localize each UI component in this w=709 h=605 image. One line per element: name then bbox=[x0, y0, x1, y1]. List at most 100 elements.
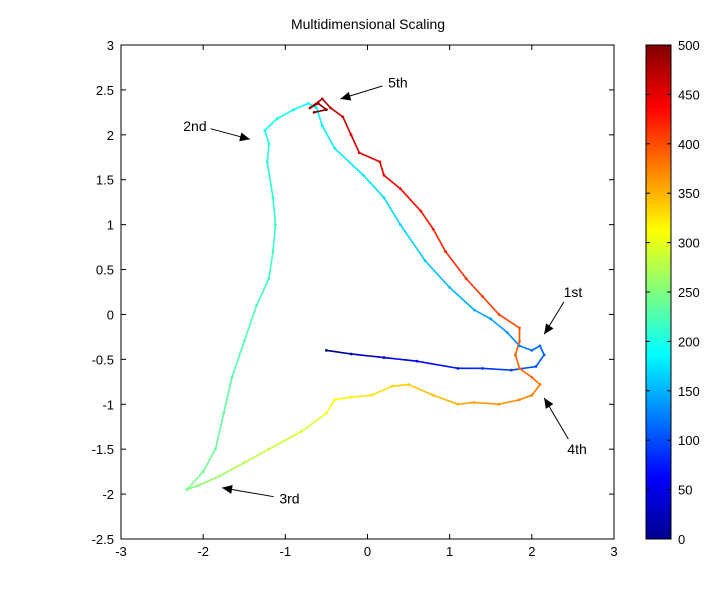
trajectory-point bbox=[518, 344, 521, 348]
trajectory-point bbox=[398, 223, 402, 227]
trajectory-point bbox=[431, 393, 435, 397]
trajectory-segment bbox=[407, 235, 414, 244]
colorbar-tick-label: 450 bbox=[678, 87, 700, 102]
trajectory-point bbox=[472, 308, 476, 312]
trajectory-point bbox=[267, 277, 271, 280]
trajectory-segment bbox=[279, 439, 287, 444]
trajectory-point bbox=[497, 313, 501, 316]
trajectory-segment bbox=[317, 415, 324, 421]
trajectory-point bbox=[518, 326, 521, 330]
x-tick-label: 3 bbox=[610, 544, 617, 559]
annotation-arrowhead bbox=[544, 397, 554, 409]
trajectory-point bbox=[370, 393, 374, 397]
trajectory-point bbox=[509, 368, 513, 372]
trajectory-segment bbox=[372, 185, 378, 192]
trajectory-point bbox=[263, 128, 267, 132]
trajectory-point bbox=[306, 101, 310, 105]
y-tick-label: 2 bbox=[107, 128, 114, 143]
trajectory-point bbox=[242, 461, 246, 465]
trajectory-segment bbox=[422, 361, 432, 365]
trajectory-series bbox=[185, 97, 546, 491]
trajectory-point bbox=[415, 359, 419, 363]
trajectory-point bbox=[300, 429, 304, 433]
trajectory-point bbox=[472, 401, 476, 404]
trajectory-segment bbox=[237, 352, 241, 361]
trajectory-segment bbox=[415, 247, 422, 256]
trajectory-point bbox=[382, 196, 386, 200]
trajectory-point bbox=[185, 488, 189, 491]
trajectory-point bbox=[312, 110, 316, 114]
colorbar-tick-label: 250 bbox=[678, 285, 700, 300]
trajectory-segment bbox=[227, 388, 230, 397]
trajectory-point bbox=[357, 151, 361, 155]
annotation-label: 1st bbox=[564, 284, 583, 300]
trajectory-segment bbox=[270, 184, 273, 193]
trajectory-segment bbox=[249, 316, 254, 325]
trajectory-point bbox=[530, 393, 534, 397]
x-tick-label: -3 bbox=[115, 544, 127, 559]
trajectory-segment bbox=[457, 294, 463, 300]
trajectory-point bbox=[267, 447, 271, 451]
trajectory-point bbox=[242, 340, 246, 343]
trajectory-point bbox=[267, 142, 271, 146]
trajectory-segment bbox=[409, 199, 415, 205]
trajectory-point bbox=[275, 117, 279, 121]
y-tick-label: 0.5 bbox=[96, 263, 114, 278]
x-tick-label: 0 bbox=[364, 544, 371, 559]
trajectory-point bbox=[538, 383, 542, 386]
trajectory-segment bbox=[413, 202, 419, 209]
trajectory-point bbox=[390, 384, 394, 388]
x-tick-label: 2 bbox=[528, 544, 535, 559]
trajectory-segment bbox=[461, 297, 467, 304]
trajectory-segment bbox=[399, 358, 407, 361]
trajectory-point bbox=[230, 375, 234, 379]
trajectory-segment bbox=[343, 156, 350, 163]
x-tick-label: 1 bbox=[446, 544, 453, 559]
trajectory-segment bbox=[388, 205, 393, 212]
trajectory-point bbox=[518, 398, 521, 402]
trajectory-segment bbox=[429, 362, 439, 366]
trajectory-point bbox=[349, 133, 353, 137]
trajectory-point bbox=[333, 398, 337, 402]
annotations: 1st 2nd 3rd 4th 5th bbox=[183, 75, 586, 507]
trajectory-segment bbox=[405, 359, 413, 362]
colorbar bbox=[645, 44, 672, 540]
trajectory-segment bbox=[338, 151, 346, 159]
trajectory-segment bbox=[348, 160, 355, 168]
trajectory-point bbox=[274, 223, 277, 227]
y-tick-label: 3 bbox=[107, 38, 114, 53]
trajectory-segment bbox=[273, 442, 281, 447]
colorbar-tick-label: 0 bbox=[678, 532, 685, 547]
trajectory-point bbox=[349, 352, 353, 356]
trajectory-point bbox=[349, 395, 353, 399]
trajectory-point bbox=[505, 331, 509, 334]
trajectory-segment bbox=[451, 259, 457, 266]
trajectory-segment bbox=[217, 430, 221, 439]
trajectory-segment bbox=[406, 195, 412, 201]
colorbar-tick-label: 300 bbox=[678, 236, 700, 251]
trajectory-point bbox=[382, 173, 386, 177]
annotation-label: 3rd bbox=[279, 491, 299, 507]
trajectory-segment bbox=[458, 268, 464, 275]
trajectory-segment bbox=[251, 310, 256, 319]
trajectory-segment bbox=[388, 357, 396, 360]
trajectory-point bbox=[341, 115, 345, 119]
trajectory-point bbox=[489, 317, 493, 321]
trajectory-point bbox=[271, 250, 275, 253]
annotation-arrowhead bbox=[544, 323, 554, 335]
colorbar-tick-label: 100 bbox=[678, 433, 700, 448]
annotation-arrowhead bbox=[340, 91, 352, 101]
trajectory-segment bbox=[224, 400, 228, 409]
trajectory-point bbox=[325, 348, 328, 352]
trajectory-segment bbox=[432, 268, 439, 275]
trajectory-segment bbox=[284, 436, 292, 442]
trajectory-point bbox=[329, 106, 332, 110]
trajectory-point bbox=[320, 124, 324, 128]
trajectory-segment bbox=[440, 277, 447, 284]
y-tick-label: -0.5 bbox=[92, 352, 114, 367]
y-tick-label: 2.5 bbox=[96, 83, 114, 98]
trajectory-segment bbox=[259, 291, 264, 298]
trajectory-point bbox=[316, 101, 320, 105]
trajectory-point bbox=[497, 402, 501, 406]
